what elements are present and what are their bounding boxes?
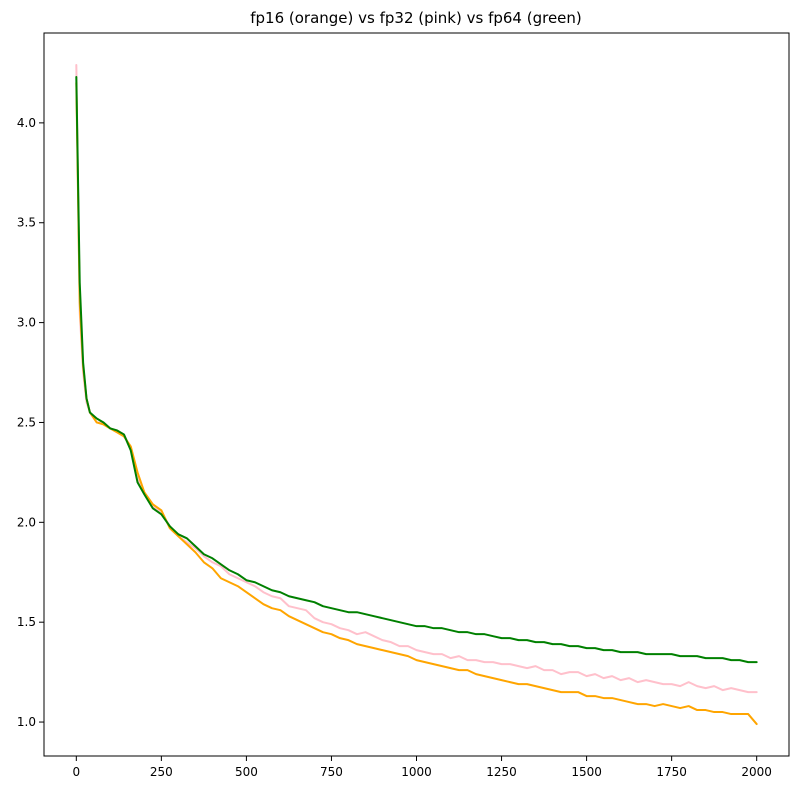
y-tick-label: 4.0 [17, 116, 36, 130]
series-line-2 [75, 75, 758, 664]
y-tick-label: 2.5 [17, 415, 36, 429]
x-tick-label: 2000 [741, 765, 772, 779]
series-line-1 [75, 81, 758, 726]
x-tick-label: 1250 [486, 765, 517, 779]
y-tick-label: 1.0 [17, 715, 36, 729]
x-tick-label: 1500 [571, 765, 602, 779]
y-tick-label: 2.0 [17, 515, 36, 529]
y-tick-label: 3.5 [17, 216, 36, 230]
chart-title: fp16 (orange) vs fp32 (pink) vs fp64 (gr… [250, 9, 582, 27]
x-axis: 0 250 500 750 1000 1250 1500 1750 2000 [72, 756, 772, 779]
y-axis: 1.0 1.5 2.0 2.5 3.0 3.5 4.0 [17, 116, 44, 729]
plot-area-frame [43, 32, 790, 757]
x-tick-label: 0 [72, 765, 80, 779]
series-line-0 [75, 63, 758, 694]
y-tick-label: 3.0 [17, 316, 36, 330]
x-tick-label: 750 [320, 765, 343, 779]
x-tick-label: 1750 [656, 765, 687, 779]
x-tick-label: 500 [235, 765, 258, 779]
series-layer [75, 63, 758, 726]
x-tick-label: 1000 [401, 765, 432, 779]
x-tick-label: 250 [150, 765, 173, 779]
y-tick-label: 1.5 [17, 615, 36, 629]
